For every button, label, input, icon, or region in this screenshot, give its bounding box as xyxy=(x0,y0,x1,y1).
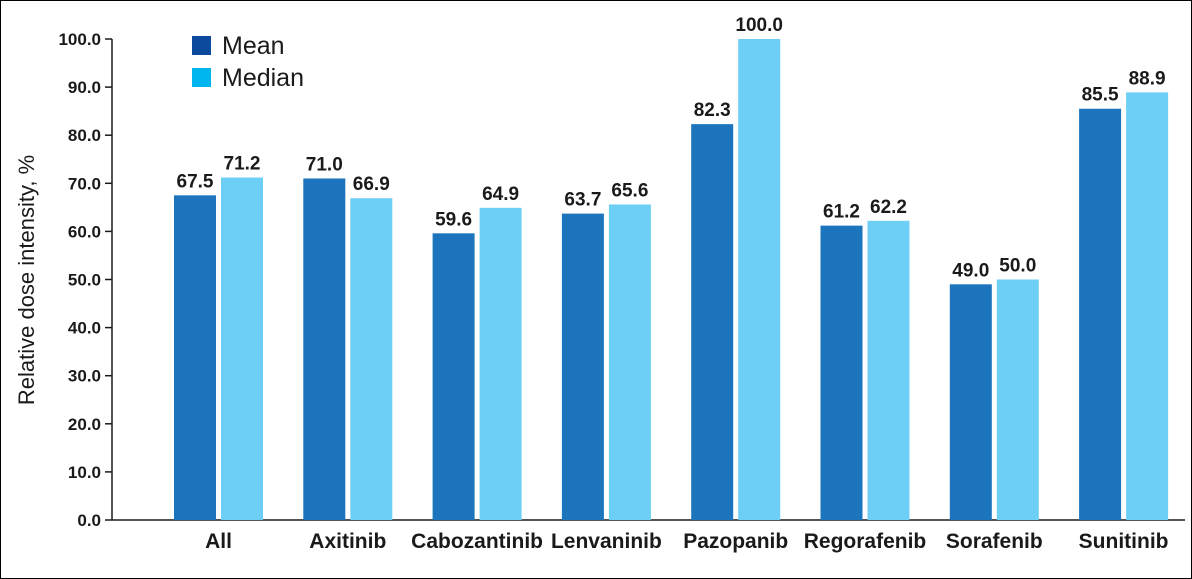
bar-mean xyxy=(1079,108,1122,521)
y-tick-label: 90.0 xyxy=(68,78,101,97)
data-label-mean: 82.3 xyxy=(694,100,731,121)
y-tick-label: 20.0 xyxy=(68,415,101,434)
data-label-mean: 67.5 xyxy=(177,171,214,192)
data-labels: 67.5 71.2 71.0 66.9 59.6 64.9 63.7 65.6 82.3 100.… xyxy=(177,15,1166,281)
category-label: Regorafenib xyxy=(804,530,927,553)
bar-median xyxy=(608,204,651,521)
bar-median xyxy=(1126,92,1169,521)
y-ticks: 0.0 10.0 20.0 30.0 40.0 50.0 60.0 70.0 80.0 90.0 1… xyxy=(58,30,112,530)
y-tick-label: 100.0 xyxy=(58,30,101,49)
bar-mean xyxy=(949,284,992,520)
data-label-mean: 59.6 xyxy=(435,209,472,230)
y-tick-label: 30.0 xyxy=(68,367,101,386)
legend-swatch-mean xyxy=(192,36,211,55)
y-axis-title: Relative dose intensity, % xyxy=(14,155,39,405)
data-label-mean: 63.7 xyxy=(564,190,601,211)
data-label-median: 88.9 xyxy=(1129,68,1166,89)
category-label: Sunitinib xyxy=(1079,530,1169,553)
bar-median xyxy=(350,198,393,520)
data-label-median: 71.2 xyxy=(224,154,261,175)
y-tick-label: 40.0 xyxy=(68,319,101,338)
y-tick-label: 60.0 xyxy=(68,222,101,241)
bars xyxy=(174,39,1169,521)
bar-mean xyxy=(820,225,863,521)
legend: Mean Median xyxy=(192,32,304,92)
y-tick-label: 10.0 xyxy=(68,463,101,482)
bar-median xyxy=(479,207,522,520)
bar-mean xyxy=(174,195,216,520)
y-tick-label: 0.0 xyxy=(77,511,101,530)
category-label: Sorafenib xyxy=(946,530,1043,553)
category-label: Pazopanib xyxy=(683,530,788,553)
category-label: Axitinib xyxy=(309,530,386,553)
data-label-mean: 49.0 xyxy=(952,260,989,281)
data-label-median: 64.9 xyxy=(482,184,519,205)
data-label-median: 66.9 xyxy=(353,174,390,195)
legend-label-mean: Mean xyxy=(222,32,285,60)
data-label-median: 50.0 xyxy=(999,256,1036,277)
bar-mean xyxy=(432,233,475,520)
bar-mean xyxy=(303,178,346,521)
y-tick-label: 70.0 xyxy=(68,174,101,193)
bar-median xyxy=(738,39,781,520)
data-label-median: 62.2 xyxy=(870,197,907,218)
category-label: Cabozantinib xyxy=(411,530,543,553)
category-label: All xyxy=(205,530,232,553)
data-label-median: 100.0 xyxy=(735,15,783,36)
data-label-mean: 71.0 xyxy=(306,154,343,175)
data-label-mean: 61.2 xyxy=(823,202,860,223)
bar-median xyxy=(867,220,910,520)
y-tick-label: 80.0 xyxy=(68,126,101,145)
data-label-mean: 85.5 xyxy=(1082,85,1119,106)
legend-swatch-median xyxy=(192,68,211,87)
bar-median xyxy=(996,279,1039,520)
y-tick-label: 50.0 xyxy=(68,271,101,290)
legend-label-median: Median xyxy=(222,64,304,92)
bar-mean xyxy=(561,213,604,520)
data-label-median: 65.6 xyxy=(611,180,648,201)
category-labels: All Axitinib Cabozantinib Lenvaninib Pazopan… xyxy=(205,530,1168,553)
bar-median xyxy=(221,177,263,520)
category-label: Lenvaninib xyxy=(551,530,662,553)
bar-mean xyxy=(691,124,734,521)
